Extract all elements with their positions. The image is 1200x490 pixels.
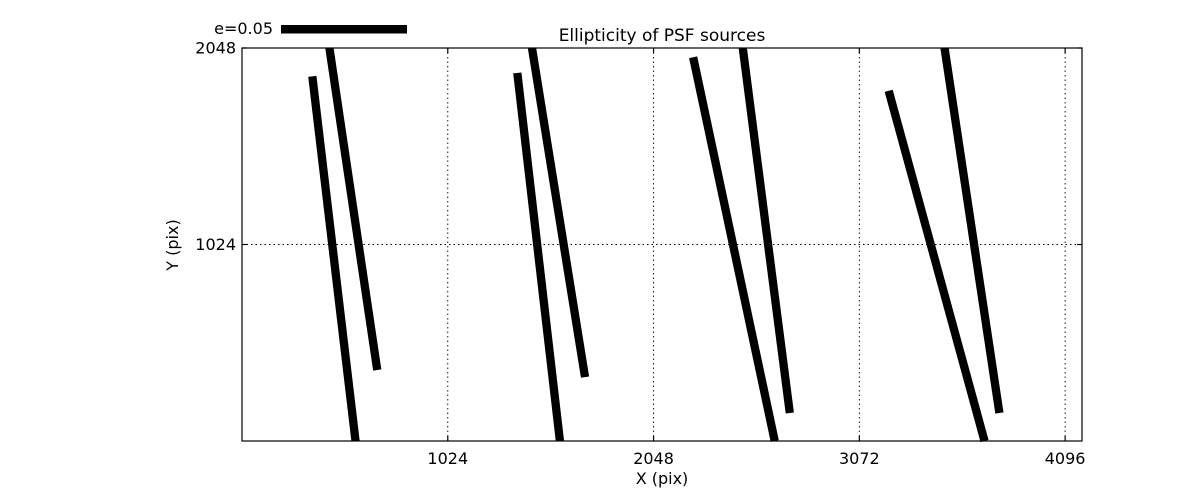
tick-label-layer: 1024 2048 3072 4096 1024 2048 xyxy=(195,39,1085,469)
ellipticity-whisker xyxy=(513,72,565,442)
x-tick-label: 1024 xyxy=(427,449,468,468)
x-tick-label: 4096 xyxy=(1045,449,1086,468)
ellipticity-whisker xyxy=(689,56,779,442)
legend-label: e=0.05 xyxy=(214,19,273,38)
x-tick-label: 2048 xyxy=(633,449,674,468)
chart-title: Ellipticity of PSF sources xyxy=(559,26,766,46)
y-tick-label: 2048 xyxy=(195,39,236,58)
ellipticity-whisker xyxy=(940,47,1004,414)
y-axis-label: Y (pix) xyxy=(163,219,182,271)
ellipticity-whisker xyxy=(884,89,989,443)
legend-sample-line-icon xyxy=(281,25,407,34)
x-axis-label: X (pix) xyxy=(636,469,689,488)
whisker-layer xyxy=(308,47,1004,443)
tick-layer xyxy=(242,47,1082,441)
legend: e=0.05 xyxy=(214,19,407,38)
ellipticity-whisker xyxy=(738,47,794,414)
ellipticity-whisker xyxy=(527,47,590,378)
ellipticity-whisker xyxy=(325,47,382,371)
x-tick-label: 3072 xyxy=(839,449,880,468)
ellipticity-whisker xyxy=(308,75,360,442)
y-tick-label: 1024 xyxy=(195,235,236,254)
